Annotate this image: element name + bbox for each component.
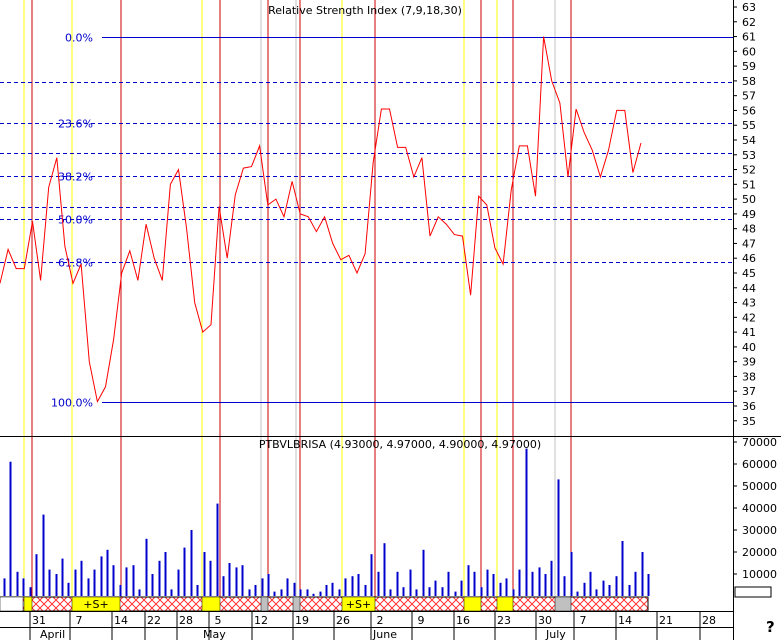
- volume-panel: 10000 20000 30000 40000 50000 60000 70000: [3, 436, 777, 596]
- strip-segment: [292, 596, 301, 612]
- strip-label: +S+: [346, 598, 371, 611]
- fib-level-label: 0.0%: [65, 32, 93, 45]
- x-day-label: 19: [295, 614, 309, 627]
- rsi-ytick-label: 55: [742, 119, 756, 132]
- strip-segment: [554, 596, 572, 612]
- rsi-ytick-label: 60: [742, 45, 756, 58]
- x-day-label: 26: [336, 614, 350, 627]
- rsi-ytick-label: 38: [742, 370, 756, 383]
- help-icon[interactable]: ?: [766, 618, 775, 636]
- rsi-ytick-label: 42: [742, 311, 756, 324]
- fibonacci-levels: 0.0% 23.6% 38.2% 50.0% 61.8% 100.0%: [0, 32, 733, 410]
- rsi-ytick-label: 57: [742, 90, 756, 103]
- rsi-ytick-label: 62: [742, 16, 756, 29]
- x-day-label: 2: [377, 614, 384, 627]
- x-day-label: 7: [76, 614, 83, 627]
- rsi-ytick-label: 35: [742, 415, 756, 428]
- x-day-label: 21: [659, 614, 673, 627]
- rsi-panel: 3536373839404142434445464748495051525354…: [0, 1, 756, 428]
- strip-segment: [23, 596, 33, 612]
- rsi-ytick-label: 44: [742, 282, 756, 295]
- volume-ytick-label: 10000: [742, 568, 777, 581]
- rsi-ytick-label: 43: [742, 297, 756, 310]
- cycle-lines: [23, 0, 572, 612]
- fib-level-label: 61.8%: [58, 257, 93, 270]
- rsi-ytick-label: 47: [742, 237, 756, 250]
- x-day-label: 30: [538, 614, 552, 627]
- x-day-label: 14: [618, 614, 632, 627]
- rsi-ytick-label: 36: [742, 400, 756, 413]
- rsi-ytick-label: 54: [742, 134, 756, 147]
- x-month-label: May: [203, 628, 226, 640]
- volume-ytick-label: 40000: [742, 502, 777, 515]
- rsi-ytick-label: 52: [742, 164, 756, 177]
- volume-ytick-label: 50000: [742, 480, 777, 493]
- rsi-ytick-label: 63: [742, 1, 756, 14]
- x-day-label: 14: [114, 614, 128, 627]
- volume-title: PTBVLBRISA (4.93000, 4.97000, 4.90000, 4…: [259, 438, 541, 451]
- x-month-label: June: [372, 628, 397, 640]
- volume-ytick-label: 30000: [742, 524, 777, 537]
- x-day-label: 12: [254, 614, 268, 627]
- x-day-label: 31: [32, 614, 46, 627]
- rsi-ytick-label: 50: [742, 193, 756, 206]
- strip-segment: [496, 596, 514, 612]
- volume-ytick-label: 70000: [742, 436, 777, 449]
- strip-segment: [201, 596, 221, 612]
- rsi-ytick-label: 61: [742, 31, 756, 44]
- x-day-label: 9: [418, 614, 425, 627]
- x-day-label: 7: [580, 614, 587, 627]
- rsi-ytick-label: 37: [742, 385, 756, 398]
- x-axis: 31 7 14 22 28 5 12 19 26 2 9 16 23 30 7 14 21 28 April May J…: [0, 612, 733, 640]
- fib-level-label: 100.0%: [51, 397, 93, 410]
- rsi-ytick-label: 49: [742, 208, 756, 221]
- rsi-ytick-label: 59: [742, 60, 756, 73]
- rsi-ytick-label: 53: [742, 149, 756, 162]
- rsi-ytick-label: 56: [742, 104, 756, 117]
- rsi-ytick-label: 48: [742, 223, 756, 236]
- x-day-label: 23: [497, 614, 511, 627]
- rsi-ytick-label: 41: [742, 326, 756, 339]
- x-day-label: 28: [179, 614, 193, 627]
- corner-box: [734, 586, 772, 598]
- x-day-label: 5: [215, 614, 222, 627]
- rsi-ytick-label: 58: [742, 75, 756, 88]
- x-month-label: July: [545, 628, 566, 640]
- x-day-label: 16: [456, 614, 470, 627]
- rsi-ytick-label: 39: [742, 356, 756, 369]
- x-day-label: 28: [702, 614, 716, 627]
- rsi-title: Relative Strength Index (7,9,18,30): [268, 4, 462, 17]
- fib-level-label: 38.2%: [58, 171, 93, 184]
- strip-segment: [463, 596, 482, 612]
- fib-level-label: 50.0%: [58, 214, 93, 227]
- rsi-ytick-label: 45: [742, 267, 756, 280]
- x-month-label: April: [40, 628, 65, 640]
- strip-segment: [0, 596, 24, 612]
- volume-ytick-label: 60000: [742, 458, 777, 471]
- rsi-line: [0, 36, 642, 404]
- rsi-ytick-label: 46: [742, 252, 756, 265]
- strip-label: +S+: [83, 598, 108, 611]
- strip-segment: [260, 596, 269, 612]
- volume-ytick-label: 20000: [742, 546, 777, 559]
- x-day-label: 22: [147, 614, 161, 627]
- rsi-ytick-label: 51: [742, 178, 756, 191]
- rsi-ytick-label: 40: [742, 341, 756, 354]
- fib-level-label: 23.6%: [58, 118, 93, 131]
